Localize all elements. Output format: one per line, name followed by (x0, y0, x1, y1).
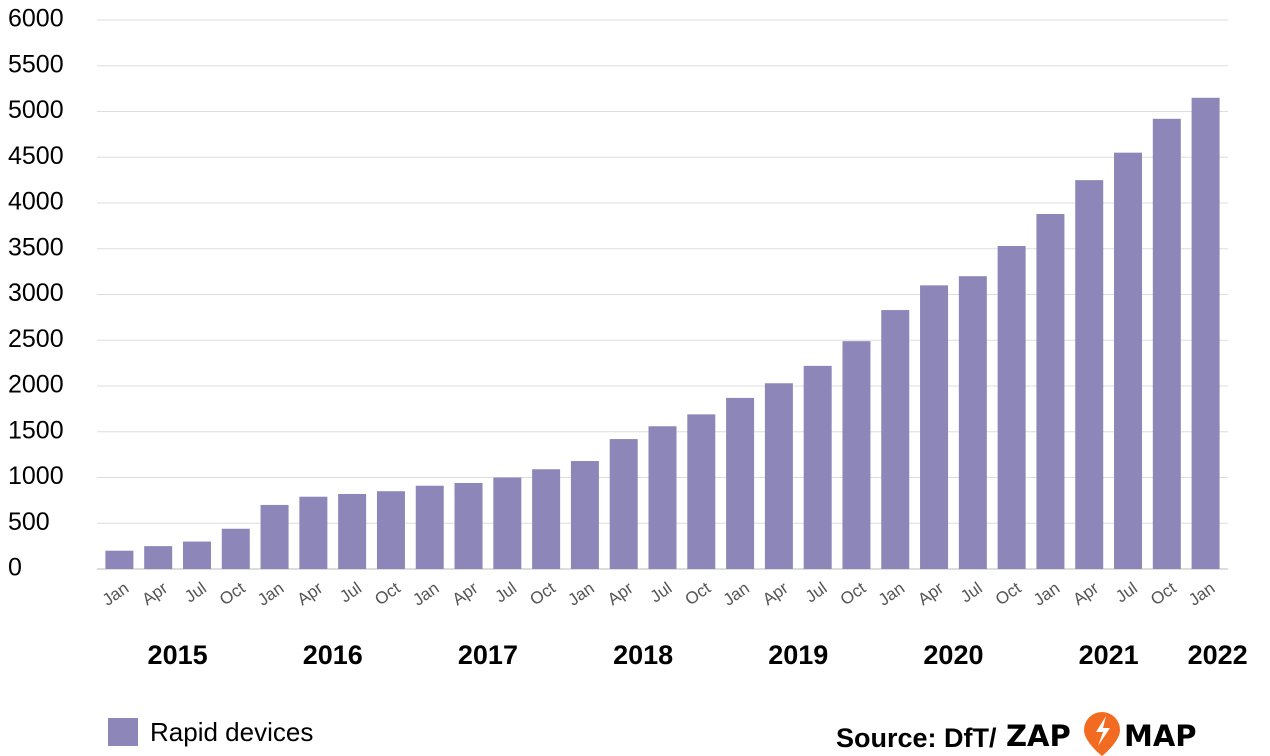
bar (299, 496, 328, 569)
bar (221, 528, 250, 569)
logo-text: ZAP (1006, 719, 1071, 753)
bar (609, 439, 638, 569)
year-label: 2022 (1188, 640, 1248, 670)
y-tick-label: 1500 (8, 416, 64, 444)
bar (1191, 97, 1220, 570)
x-tick-label: Apr (759, 578, 792, 609)
bar (1075, 180, 1104, 569)
year-label: 2018 (613, 640, 673, 670)
x-tick-label: Jan (875, 578, 908, 609)
year-label: 2019 (768, 640, 828, 670)
y-tick-label: 3000 (8, 279, 64, 307)
x-tick-label: Apr (914, 578, 947, 609)
bar (764, 383, 793, 569)
logo-bolt (1096, 716, 1110, 746)
y-tick-label: 0 (8, 554, 22, 582)
bar (144, 546, 173, 569)
y-tick-label: 2000 (8, 371, 64, 399)
x-tick-label: Jul (647, 578, 676, 606)
y-tick-label: 2500 (8, 325, 64, 353)
y-tick-label: 5000 (8, 96, 64, 124)
x-tick-label: Jan (564, 578, 597, 609)
legend-swatch (108, 718, 138, 746)
bar (648, 426, 677, 569)
bar (532, 469, 561, 569)
bar (726, 397, 755, 569)
logo-pin (1084, 712, 1120, 756)
bar (376, 491, 405, 569)
x-tick-label: Jul (802, 578, 831, 606)
bar (958, 276, 987, 569)
x-tick-label: Oct (1147, 578, 1180, 609)
x-tick-label: Oct (992, 578, 1025, 609)
x-tick-label: Oct (371, 578, 404, 609)
source: Source: DfT/ (836, 723, 997, 753)
x-tick-label: Jan (720, 578, 753, 609)
bar (803, 365, 832, 569)
bar (338, 493, 367, 569)
x-tick-label: Apr (604, 578, 637, 609)
x-tick-label: Jan (409, 578, 442, 609)
year-label: 2017 (458, 640, 518, 670)
bar (493, 477, 522, 569)
x-tick-label: Apr (138, 578, 171, 609)
y-tick-label: 1000 (8, 462, 64, 490)
y-tick-label: 5500 (8, 50, 64, 78)
bar (1036, 213, 1065, 570)
year-label: 2020 (923, 640, 983, 670)
x-tick-label: Jul (957, 578, 986, 606)
x-tick-label: Jul (336, 578, 365, 606)
y-tick-label: 3500 (8, 233, 64, 261)
x-tick-label: Oct (682, 578, 715, 609)
bar (182, 541, 211, 569)
year-label: 2015 (148, 640, 208, 670)
x-tick-label: Jan (99, 578, 132, 609)
bar (105, 550, 134, 569)
bar (881, 310, 910, 569)
x-tick-label: Apr (1070, 578, 1103, 609)
bar (997, 246, 1026, 569)
x-tick-label: Jan (1185, 578, 1218, 609)
y-tick-label: 500 (8, 508, 50, 536)
legend-label: Rapid devices (150, 717, 313, 747)
bar (260, 504, 289, 569)
logo-text: MAP (1124, 719, 1197, 753)
x-tick-label: Oct (216, 578, 249, 609)
x-tick-label: Apr (294, 578, 327, 609)
bar (570, 461, 599, 569)
x-tick-label: Jul (181, 578, 210, 606)
x-tick-label: Jan (254, 578, 287, 609)
bar (415, 485, 444, 569)
x-tick-label: Jan (1030, 578, 1063, 609)
y-tick-label: 6000 (8, 5, 64, 33)
y-tick-label: 4500 (8, 142, 64, 170)
bar (687, 414, 716, 569)
y-tick-label: 4000 (8, 188, 64, 216)
x-tick-label: Oct (837, 578, 870, 609)
year-label: 2016 (303, 640, 363, 670)
x-tick-label: Apr (449, 578, 482, 609)
x-tick-label: Oct (526, 578, 559, 609)
bar (1114, 152, 1143, 570)
bar (920, 285, 949, 569)
bar (842, 341, 871, 569)
year-label: 2021 (1079, 640, 1139, 670)
x-tick-label: Jul (1112, 578, 1141, 606)
bar (454, 482, 483, 569)
x-tick-label: Jul (491, 578, 520, 606)
bar (1152, 118, 1181, 569)
